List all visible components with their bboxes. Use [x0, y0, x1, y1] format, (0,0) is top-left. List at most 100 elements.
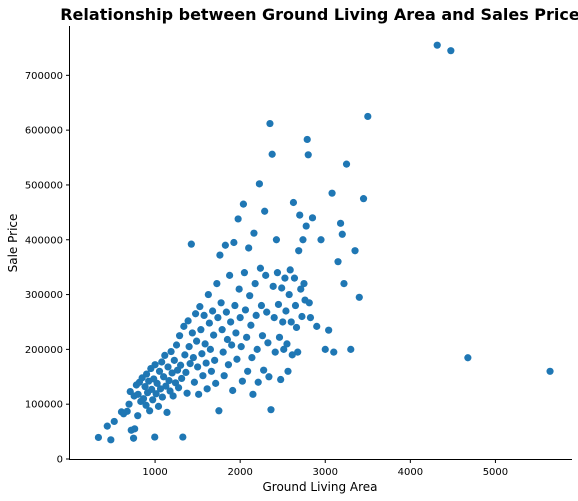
scatter-point [218, 326, 226, 334]
scatter-point [286, 266, 294, 274]
scatter-point [351, 247, 359, 255]
scatter-point [433, 41, 441, 49]
scatter-point [302, 222, 310, 230]
scatter-point [325, 326, 333, 334]
y-tick-label: 0 [57, 455, 63, 466]
scatter-point [308, 214, 317, 222]
scatter-point [254, 378, 262, 386]
scatter-point [155, 367, 164, 375]
scatter-point [247, 321, 255, 329]
scatter-point [163, 408, 171, 417]
scatter-point [180, 322, 188, 330]
scatter-point [188, 329, 196, 337]
scatter-point [296, 211, 304, 219]
scatter-point [284, 367, 292, 375]
scatter-point [182, 368, 190, 376]
scatter-point [340, 280, 348, 288]
scatter-point [359, 195, 368, 203]
scatter-point [336, 219, 345, 227]
scatter-point [260, 366, 268, 374]
scatter-point [196, 303, 204, 311]
scatter-point [103, 422, 111, 430]
scatter-point [214, 313, 222, 322]
scatter-point [205, 319, 213, 327]
scatter-point [194, 363, 202, 371]
scatter-point [174, 384, 183, 392]
x-tick-label: 2000 [227, 467, 252, 478]
scatter-point [200, 311, 208, 319]
scatter-point [199, 372, 207, 380]
scatter-point [321, 345, 329, 353]
scatter-point [338, 230, 346, 238]
y-tick-label: 700000 [25, 71, 63, 82]
scatter-point [546, 367, 554, 375]
x-tick-label: 3000 [313, 467, 338, 478]
scatter-point [256, 264, 265, 272]
scatter-point [162, 382, 170, 390]
scatter-point [212, 379, 220, 387]
scatter-point [279, 318, 287, 326]
scatter-point [447, 47, 455, 55]
y-tick-label: 400000 [25, 235, 63, 246]
scatter-point [303, 135, 311, 144]
scatter-point [125, 400, 133, 408]
scatter-point [289, 198, 298, 207]
scatter-point [206, 345, 214, 353]
scatter-point [146, 407, 154, 415]
scatter-point [241, 306, 250, 314]
y-tick-label: 200000 [25, 345, 63, 356]
scatter-point [219, 348, 227, 356]
scatter-point [142, 370, 151, 378]
scatter-point [298, 312, 306, 321]
scatter-point [177, 361, 185, 369]
scatter-point [94, 433, 103, 442]
scatter-point [167, 347, 175, 356]
scatter-point [281, 274, 289, 282]
scatter-point [142, 401, 150, 409]
scatter-point [243, 333, 251, 341]
scatter-point [232, 329, 240, 337]
scatter-point [300, 280, 308, 288]
scatter-point [165, 377, 173, 385]
scatter-point [330, 348, 338, 356]
scatter-point [238, 377, 246, 385]
scatter-point [193, 337, 201, 345]
scatter-point [178, 374, 186, 383]
scatter-point [235, 285, 243, 293]
scatter-point [152, 390, 160, 398]
scatter-point [364, 112, 372, 121]
x-axis-label: Ground Living Area [262, 480, 377, 494]
scatter-point [252, 311, 260, 319]
scatter-point [295, 247, 303, 255]
scatter-point [107, 436, 115, 444]
scatter-point [189, 354, 197, 362]
scatter-point [263, 308, 271, 316]
scatter-point [217, 299, 225, 307]
scatter-point [237, 343, 245, 351]
scatter-point [268, 150, 276, 158]
scatter-point [210, 331, 218, 339]
scatter-point [129, 434, 138, 442]
scatter-point [222, 308, 230, 316]
x-tick-label: 1000 [142, 467, 167, 478]
y-tick-label: 100000 [25, 400, 63, 411]
scatter-point [148, 385, 156, 393]
scatter-point [317, 236, 325, 244]
scatter-point [251, 280, 259, 288]
scatter-point [231, 301, 239, 310]
scatter-point [275, 333, 284, 341]
chart-title: Relationship between Ground Living Area … [60, 5, 578, 24]
scatter-point [207, 367, 216, 375]
y-axis-label: Sale Price [6, 214, 20, 273]
scatter-point [245, 244, 253, 252]
scatter-point [141, 383, 149, 391]
scatter-point [175, 332, 184, 340]
scatter-point [151, 361, 159, 369]
scatter-point [249, 390, 257, 398]
scatter-point [248, 354, 256, 362]
scatter-point [304, 151, 312, 159]
scatter-point [234, 215, 242, 223]
scatter-point [258, 332, 267, 340]
scatter-point [151, 433, 159, 441]
